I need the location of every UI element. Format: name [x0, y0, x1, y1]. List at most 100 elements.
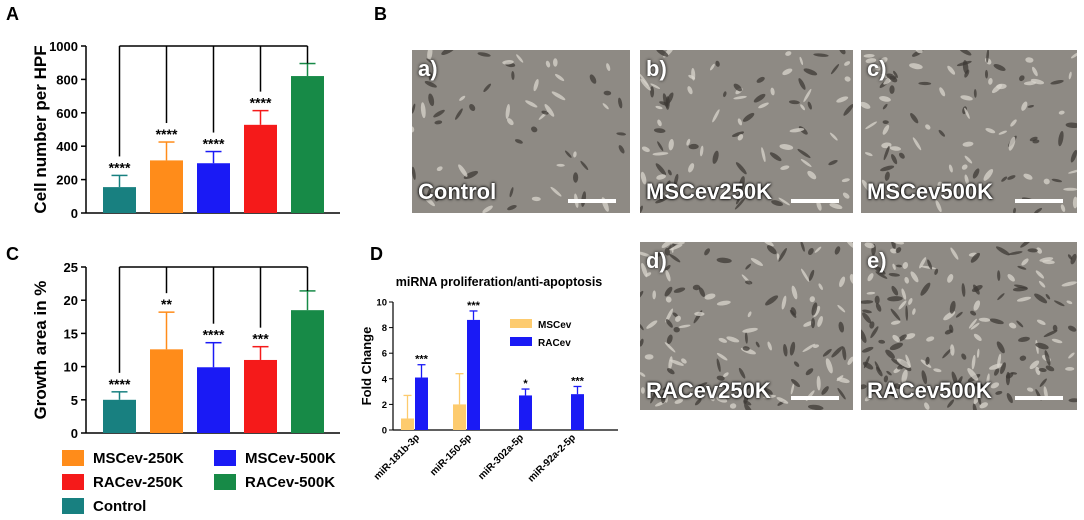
- y-tick-label: 400: [56, 139, 78, 154]
- micrograph-racev250k: d) RACev250K: [640, 242, 853, 410]
- scale-bar: [1015, 199, 1063, 203]
- legend-swatch: [214, 474, 236, 490]
- significance-label: ***: [415, 354, 429, 366]
- legend-swatch: [62, 498, 84, 514]
- x-tick-label: miR-181b-3p: [372, 432, 422, 482]
- significance-label: ****: [203, 327, 225, 343]
- y-tick-label: 8: [382, 323, 387, 334]
- legend-label: RACev-250K: [93, 473, 184, 491]
- y-tick-label: 10: [376, 298, 387, 309]
- y-tick-label: 1000: [49, 39, 78, 54]
- significance-label: ****: [156, 126, 178, 142]
- micrograph-label: RACev250K: [646, 378, 771, 403]
- y-tick-label: 0: [71, 206, 78, 221]
- legend-swatch: [510, 319, 532, 328]
- y-tick-label: 15: [64, 326, 78, 341]
- scale-bar: [791, 199, 839, 203]
- legend-label: RACev-500K: [245, 473, 336, 491]
- bar-mscev-250k: [150, 349, 183, 433]
- micrograph-tag: b): [646, 56, 667, 81]
- x-tick-label: miR-302a-5p: [476, 432, 526, 482]
- micrograph-mscev250k: b) MSCev250K: [640, 50, 853, 213]
- panel-label-a: A: [6, 4, 19, 24]
- significance-label: **: [161, 296, 172, 312]
- bar-racev-250k: [244, 124, 277, 213]
- micrograph-tag: c): [867, 56, 887, 81]
- micrograph-control: a) Control: [412, 50, 630, 213]
- micrograph-tag: e): [867, 248, 887, 273]
- chart-legend: MSCev-250K MSCev-500K RACev-250K RACev-5…: [62, 448, 362, 520]
- bar-racev: [467, 319, 480, 430]
- legend-label: MSCev-500K: [245, 449, 336, 467]
- y-tick-label: 2: [382, 400, 387, 411]
- y-tick-label: 10: [64, 360, 78, 375]
- bar-racev-500k: [291, 76, 324, 213]
- micrograph-image: [861, 242, 1077, 410]
- micrograph-tag: d): [646, 248, 667, 273]
- legend-swatch: [62, 450, 84, 466]
- bar-mscev-250k: [150, 160, 183, 213]
- micrograph-racev500k: e) RACev500K: [861, 242, 1077, 410]
- bar-racev: [519, 395, 532, 430]
- panel-label-b: B: [374, 4, 387, 24]
- micrograph-label: Control: [418, 179, 497, 204]
- micrograph-tag: a): [418, 56, 438, 81]
- bar-racev: [415, 377, 428, 430]
- y-tick-label: 25: [64, 260, 78, 275]
- x-tick-label: miR-92a-2-5p: [526, 432, 578, 484]
- micrograph-label: MSCev250K: [646, 179, 772, 204]
- micrograph-image: [412, 50, 630, 213]
- y-tick-label: 200: [56, 173, 78, 188]
- chart-title: miRNA proliferation/anti-apoptosis: [396, 275, 603, 289]
- legend-item: RACev-500K: [214, 472, 335, 492]
- legend-item: MSCev-500K: [214, 448, 336, 468]
- legend-label: MSCev-250K: [93, 449, 184, 467]
- micrograph-mscev500k: c) MSCev500K: [861, 50, 1077, 213]
- y-tick-label: 600: [56, 106, 78, 121]
- bar-mscev: [453, 404, 466, 430]
- bar-mscev: [401, 418, 414, 430]
- y-tick-label: 4: [382, 374, 388, 385]
- y-tick-label: 800: [56, 72, 78, 87]
- scale-bar: [568, 199, 616, 203]
- micrograph-image: [861, 50, 1077, 213]
- y-tick-label: 5: [71, 393, 78, 408]
- x-tick-label: miR-150-5p: [428, 432, 474, 478]
- scale-bar: [1015, 396, 1063, 400]
- y-axis-label: Growth area in %: [31, 281, 50, 420]
- y-tick-label: 20: [64, 293, 78, 308]
- significance-label: ****: [109, 376, 131, 392]
- significance-label: ***: [252, 331, 269, 347]
- bar-mscev-500k: [197, 163, 230, 213]
- significance-label: ***: [467, 300, 481, 312]
- micrograph-image: [640, 242, 853, 410]
- bar-control: [103, 187, 136, 213]
- y-axis-label: Fold Change: [359, 327, 374, 406]
- bar-mscev-500k: [197, 367, 230, 433]
- panel-label-c: C: [6, 244, 19, 264]
- significance-label: ****: [203, 136, 225, 152]
- significance-label: ***: [571, 375, 585, 387]
- panel-label-d: D: [370, 244, 383, 264]
- bar-racev-500k: [291, 310, 324, 433]
- legend-item: Control: [62, 496, 146, 516]
- legend-swatch: [214, 450, 236, 466]
- legend-swatch: [62, 474, 84, 490]
- y-tick-label: 0: [382, 426, 387, 437]
- significance-label: ****: [109, 159, 131, 175]
- bar-racev-250k: [244, 359, 277, 433]
- legend-label: MSCev: [538, 320, 572, 331]
- bar-control: [103, 399, 136, 433]
- legend-label: RACev: [538, 338, 571, 349]
- bar-racev: [571, 394, 584, 430]
- y-tick-label: 0: [71, 426, 78, 441]
- micrograph-image: [640, 50, 853, 213]
- y-axis-label: Cell number per HPF: [31, 45, 50, 213]
- micrograph-label: MSCev500K: [867, 179, 993, 204]
- legend-swatch: [510, 337, 532, 346]
- significance-label: ****: [250, 95, 272, 111]
- legend-item: MSCev-250K: [62, 448, 184, 468]
- chart-mirna-fold-change: miRNA proliferation/anti-apoptosis 0 2 4 6 8 1…: [359, 275, 618, 485]
